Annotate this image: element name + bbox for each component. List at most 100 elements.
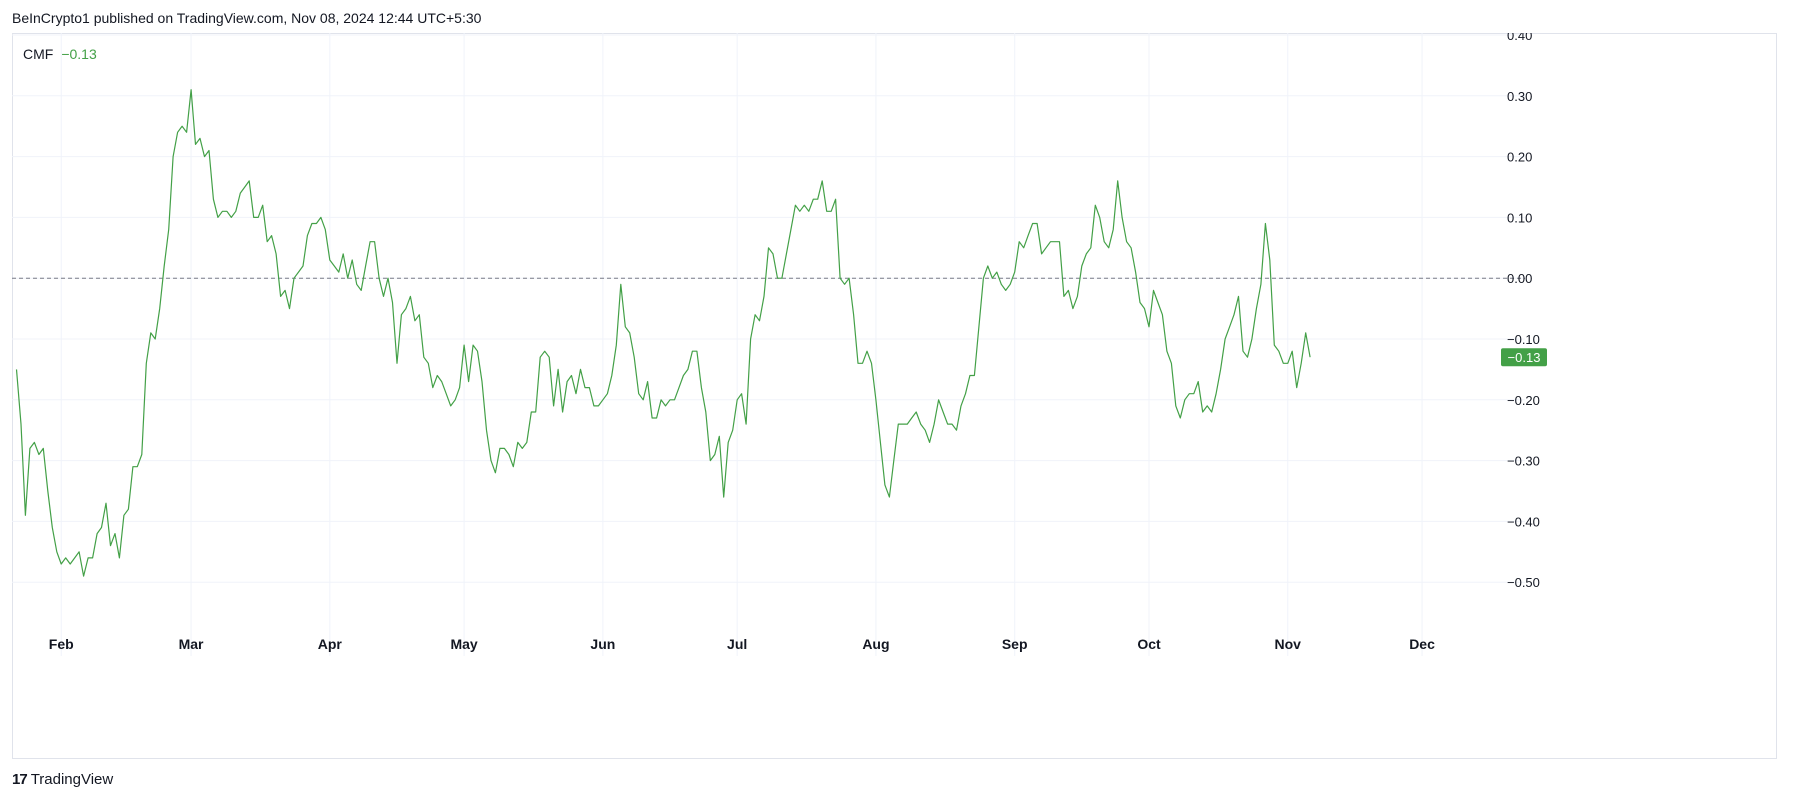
cmf-data-point [105, 503, 106, 504]
cmf-data-point [625, 326, 626, 327]
cmf-data-point [1292, 351, 1293, 352]
cmf-data-point [1005, 290, 1006, 291]
cmf-data-point [665, 405, 666, 406]
cmf-data-point [683, 375, 684, 376]
cmf-data-point [513, 466, 514, 467]
x-tick-label: Aug [862, 636, 889, 652]
cmf-data-point [884, 484, 885, 485]
x-axis[interactable]: Feb Mar Apr May Jun Jul Aug Sep Oct Nov Dec [49, 636, 1435, 652]
cmf-data-point [459, 387, 460, 388]
last-value-badge-group: −0.13 [1501, 348, 1547, 367]
cmf-data-point [34, 442, 35, 443]
cmf-data-point [186, 132, 187, 133]
cmf-data-point [1211, 411, 1212, 412]
cmf-data-point [208, 150, 209, 151]
cmf-data-point [1081, 265, 1082, 266]
cmf-data-point [1283, 363, 1284, 364]
cmf-data-point [79, 551, 80, 552]
cmf-data-point [1001, 284, 1002, 285]
cmf-data-point [101, 527, 102, 528]
cmf-data-point [1122, 217, 1123, 218]
cmf-data-point [405, 308, 406, 309]
cmf-data-point [307, 235, 308, 236]
cmf-data-point [840, 278, 841, 279]
cmf-data-point [43, 448, 44, 449]
cmf-data-point [849, 278, 850, 279]
cmf-data-point [455, 399, 456, 400]
cmf-data-point [853, 314, 854, 315]
cmf-data-point [1256, 308, 1257, 309]
cmf-data-point [674, 399, 675, 400]
cmf-data-point [781, 278, 782, 279]
y-tick-label: −0.50 [1507, 575, 1540, 590]
cmf-data-point [567, 381, 568, 382]
cmf-data-point [737, 399, 738, 400]
cmf-data-point [1037, 223, 1038, 224]
cmf-data-point [763, 296, 764, 297]
cmf-data-point [432, 387, 433, 388]
cmf-data-point [607, 393, 608, 394]
cmf-data-point [772, 253, 773, 254]
cmf-data-point [298, 272, 299, 273]
cmf-data-point [1099, 217, 1100, 218]
cmf-data-point [540, 357, 541, 358]
cmf-data-point [504, 448, 505, 449]
cmf-data-point [893, 460, 894, 461]
cmf-data-point [1166, 351, 1167, 352]
cmf-data-point [535, 411, 536, 412]
cmf-chart[interactable]: 0.40 0.30 0.20 0.10 0.00 −0.10 −0.20 −0.30 −0.40… [12, 33, 1793, 759]
cmf-data-point [746, 424, 747, 425]
cmf-data-point [987, 265, 988, 266]
cmf-data-point [678, 387, 679, 388]
cmf-data-point [1247, 357, 1248, 358]
x-tick-label: Nov [1275, 636, 1302, 652]
cmf-data-point [446, 393, 447, 394]
chart-frame[interactable]: 0.40 0.30 0.20 0.10 0.00 −0.10 −0.20 −0.30 −0.40… [12, 33, 1793, 759]
cmf-data-point [343, 253, 344, 254]
y-axis[interactable]: 0.40 0.30 0.20 0.10 0.00 −0.10 −0.20 −0.30 −0.40… [1507, 33, 1540, 590]
x-tick-label: May [450, 636, 477, 652]
cmf-data-point [643, 399, 644, 400]
indicator-legend[interactable]: CMF −0.13 [23, 46, 97, 62]
cmf-data-point [486, 430, 487, 431]
cmf-data-point [92, 557, 93, 558]
cmf-data-point [1229, 326, 1230, 327]
cmf-data-point [647, 381, 648, 382]
cmf-data-point [29, 448, 30, 449]
cmf-data-point [1287, 363, 1288, 364]
cmf-data-point [544, 351, 545, 352]
footer-brand[interactable]: 17 TradingView [12, 771, 113, 788]
cmf-data-point [969, 375, 970, 376]
cmf-data-point [477, 351, 478, 352]
cmf-data-point [911, 417, 912, 418]
cmf-data-point [1202, 411, 1203, 412]
cmf-data-point [374, 241, 375, 242]
cmf-data-point [580, 369, 581, 370]
cmf-data-point [844, 284, 845, 285]
cmf-data-point [656, 417, 657, 418]
series-layer [15, 89, 1311, 577]
cmf-data-point [137, 466, 138, 467]
cmf-data-point [553, 405, 554, 406]
cmf-data-point [593, 405, 594, 406]
cmf-data-point [450, 405, 451, 406]
cmf-data-point [20, 424, 21, 425]
cmf-data-point [132, 466, 133, 467]
cmf-data-point [56, 551, 57, 552]
cmf-data-point [1310, 357, 1311, 358]
cmf-data-point [719, 436, 720, 437]
cmf-data-point [38, 454, 39, 455]
cmf-data-point [701, 387, 702, 388]
cmf-data-point [114, 533, 115, 534]
cmf-data-point [164, 265, 165, 266]
cmf-data-point [16, 369, 17, 370]
cmf-data-point [1068, 290, 1069, 291]
cmf-data-point [956, 430, 957, 431]
cmf-data-point [1251, 338, 1252, 339]
cmf-data-point [710, 460, 711, 461]
cmf-data-point [1198, 381, 1199, 382]
y-tick-label: −0.10 [1507, 332, 1540, 347]
cmf-data-point [396, 363, 397, 364]
cmf-data-point [168, 229, 169, 230]
cmf-data-point [52, 527, 53, 528]
